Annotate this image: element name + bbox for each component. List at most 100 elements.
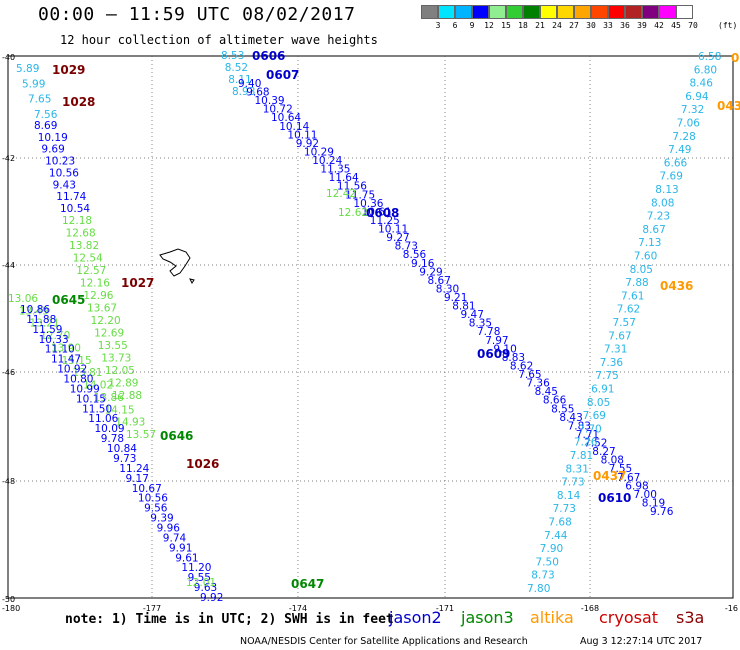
legend-altika: altika [530, 608, 574, 627]
swh-value: 10.39 [255, 95, 285, 107]
swh-value: 7.52 [584, 438, 607, 450]
swh-value: 7.80 [527, 583, 550, 595]
swh-value: 10.56 [49, 167, 79, 179]
pass-label: 0608 [366, 206, 399, 220]
tick-label: -174 [289, 604, 307, 613]
tick-label: -177 [143, 604, 161, 613]
colorbar-swatch [523, 5, 540, 19]
swh-value: 11.24 [119, 463, 149, 475]
swh-value: 10.23 [45, 156, 75, 168]
map-tick-labels: -40 -42 -44 -46 -48 -50-180 -177 -174 -171 -168 -1… [2, 53, 738, 613]
pass-labels: 1029 1028 1027 1026 0606 0607 0608 0609 0610 0645… [52, 49, 740, 591]
swh-value: 7.83 [568, 420, 591, 432]
swh-value: 8.53 [221, 50, 244, 62]
swh-value: 7.70 [578, 423, 601, 435]
swh-value: 7.67 [608, 330, 631, 342]
swh-value: 13.81 [72, 367, 102, 379]
pass-label: 0609 [477, 347, 510, 361]
swh-value: 6.98 [625, 480, 648, 492]
swh-value: 8.69 [34, 120, 57, 132]
colorbar-label: 33 [603, 21, 613, 30]
swh-value: 12.20 [91, 315, 121, 327]
swh-value: 8.31 [566, 463, 589, 475]
tick-label: -40 [2, 53, 15, 62]
swh-value: 8.30 [436, 283, 459, 295]
colorbar-label: 15 [501, 21, 511, 30]
swh-value: 12.01 [186, 577, 216, 589]
pass-label: 0610 [598, 491, 631, 505]
colorbar-swatch [489, 5, 506, 19]
swh-value: 8.05 [587, 397, 610, 409]
swh-value: 13.67 [87, 303, 117, 315]
swh-value: 8.83 [502, 352, 525, 364]
swh-value: 8.93 [232, 86, 255, 98]
colorbar-swatch [455, 5, 472, 19]
swh-value: 8.52 [225, 62, 248, 74]
swh-value: 8.11 [228, 74, 251, 86]
swh-value: 11.74 [56, 191, 86, 203]
swh-value: 12.70 [40, 330, 70, 342]
swh-value: 6.66 [664, 157, 688, 169]
swh-value: 13.57 [126, 429, 156, 441]
islet-shape [189, 278, 195, 284]
island-outline [159, 248, 195, 284]
colorbar-label: 3 [435, 21, 441, 30]
swh-value: 6.91 [591, 384, 614, 396]
swh-value: 15.15 [62, 355, 92, 367]
swh-value: 8.27 [592, 446, 615, 458]
colorbar-swatch [625, 5, 642, 19]
swh-value: 8.14 [557, 490, 581, 502]
swh-value: 5.89 [16, 63, 39, 75]
legend-jason3: jason3 [461, 608, 514, 627]
swh-value: 7.49 [668, 144, 691, 156]
swh-value: 12.57 [76, 265, 106, 277]
swh-value: 13.90 [51, 343, 81, 355]
swh-value: 7.65 [518, 369, 541, 381]
swh-value: 13.49 [19, 305, 49, 317]
swh-value: 11.64 [329, 172, 359, 184]
swh-value: 7.06 [677, 118, 701, 130]
swh-value: 10.67 [132, 483, 162, 495]
swh-value: 9.17 [126, 473, 149, 485]
legend-cryosat: cryosat [599, 608, 659, 627]
swh-value: 7.26 [574, 437, 598, 449]
colorbar-label: 9 [469, 21, 475, 30]
colorbar-label: 21 [535, 21, 545, 30]
colorbar-label: 39 [637, 21, 647, 30]
swh-value: 10.84 [107, 443, 137, 455]
pass-label: 1028 [62, 95, 95, 109]
swh-value: 9.47 [461, 309, 484, 321]
swh-value: 8.73 [395, 241, 418, 253]
swh-value: 11.50 [82, 403, 112, 415]
swh-value: 13.06 [8, 293, 38, 305]
swh-value: 11.35 [320, 164, 350, 176]
swh-value: 9.76 [650, 506, 674, 518]
swh-value: 10.29 [304, 147, 334, 159]
tick-label: -180 [2, 604, 20, 613]
pass-label: 0646 [160, 429, 193, 443]
legend-s3a: s3a [676, 608, 705, 627]
swh-value: 8.81 [452, 301, 475, 313]
tick-label: -42 [2, 154, 15, 163]
island-shape [159, 248, 191, 277]
swh-value: 11.88 [26, 314, 56, 326]
colorbar-swatch [642, 5, 659, 19]
units-note: note: 1) Time is in UTC; 2) SWH is in fe… [65, 612, 394, 627]
colorbar-label: 24 [552, 21, 562, 30]
footer-timestamp: Aug 3 12:27:14 UTC 2017 [580, 636, 703, 647]
swh-value: 8.67 [428, 275, 451, 287]
swh-value: 7.88 [625, 277, 648, 289]
swh-value: 13.86 [94, 392, 124, 404]
swh-value: 10.80 [63, 374, 93, 386]
swh-value: 7.73 [561, 477, 584, 489]
swh-value: 10.24 [312, 155, 342, 167]
swh-value: 10.33 [39, 334, 69, 346]
swh-value: 7.32 [681, 104, 704, 116]
pass-label: 0606 [252, 49, 285, 63]
swh-value: 7.31 [604, 344, 627, 356]
footer-credit: NOAA/NESDIS Center for Satellite Applica… [240, 636, 528, 647]
pass-label: 0437 [593, 469, 626, 483]
pass-label: 1027 [121, 276, 154, 290]
swh-value: 9.91 [169, 542, 192, 554]
map-frame [7, 55, 734, 599]
